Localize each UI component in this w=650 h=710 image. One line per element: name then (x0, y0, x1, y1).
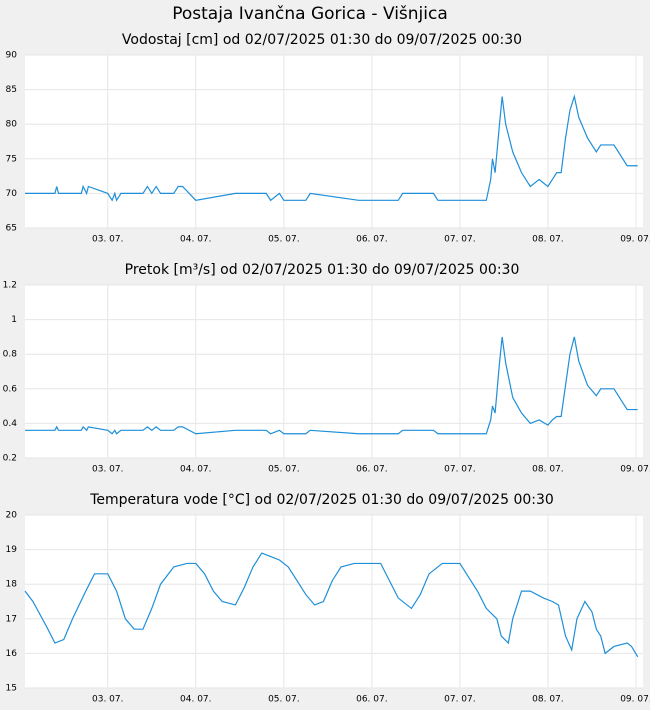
y-tick-label: 85 (6, 85, 17, 95)
x-tick-label: 04. 07. (180, 465, 212, 475)
y-tick-label: 1 (11, 315, 17, 325)
chart-subtitle: Pretok [m³/s] od 02/07/2025 01:30 do 09/… (125, 262, 520, 278)
y-tick-label: 1.2 (3, 281, 17, 291)
y-tick-label: 20 (6, 511, 18, 521)
chart-subtitle: Temperatura vode [°C] od 02/07/2025 01:3… (89, 492, 554, 508)
y-tick-label: 16 (6, 649, 18, 659)
x-tick-label: 06. 07. (356, 695, 388, 705)
plot-area (25, 515, 643, 688)
y-tick-label: 0.2 (3, 454, 17, 464)
chart-subtitle: Vodostaj [cm] od 02/07/2025 01:30 do 09/… (122, 32, 522, 48)
y-tick-label: 65 (6, 224, 17, 234)
page-title: Postaja Ivančna Gorica - Višnjica (172, 4, 448, 24)
x-tick-label: 07. 07. (444, 235, 476, 245)
y-tick-label: 75 (6, 154, 17, 164)
y-tick-label: 0.4 (3, 419, 18, 429)
x-tick-label: 06. 07. (356, 465, 388, 475)
x-tick-label: 09. 07. (620, 695, 650, 705)
y-tick-label: 18 (6, 580, 18, 590)
x-tick-label: 07. 07. (444, 465, 476, 475)
x-tick-label: 03. 07. (92, 695, 124, 705)
x-tick-label: 08. 07. (532, 235, 564, 245)
x-tick-label: 03. 07. (92, 465, 124, 475)
x-tick-label: 05. 07. (268, 695, 300, 705)
data-line (24, 552, 639, 658)
data-line (25, 94, 638, 202)
x-tick-label: 09. 07. (620, 465, 650, 475)
x-tick-label: 08. 07. (532, 465, 564, 475)
y-tick-label: 17 (6, 614, 17, 624)
x-tick-label: 04. 07. (180, 235, 212, 245)
y-tick-label: 80 (6, 120, 18, 130)
y-tick-label: 90 (6, 51, 18, 61)
x-tick-label: 07. 07. (444, 695, 476, 705)
x-tick-label: 06. 07. (356, 235, 388, 245)
x-tick-label: 03. 07. (92, 235, 124, 245)
x-tick-label: 09. 07. (620, 235, 650, 245)
x-tick-label: 04. 07. (180, 695, 212, 705)
plot-area (25, 55, 643, 228)
x-tick-label: 08. 07. (532, 695, 564, 705)
y-tick-label: 70 (6, 189, 18, 199)
plot-area (25, 285, 643, 458)
y-tick-label: 19 (6, 545, 18, 555)
data-line (25, 336, 638, 435)
x-tick-label: 05. 07. (268, 465, 300, 475)
y-tick-label: 15 (6, 684, 17, 694)
y-tick-label: 0.6 (3, 384, 18, 394)
y-tick-label: 0.8 (3, 350, 18, 360)
x-tick-label: 05. 07. (268, 235, 300, 245)
